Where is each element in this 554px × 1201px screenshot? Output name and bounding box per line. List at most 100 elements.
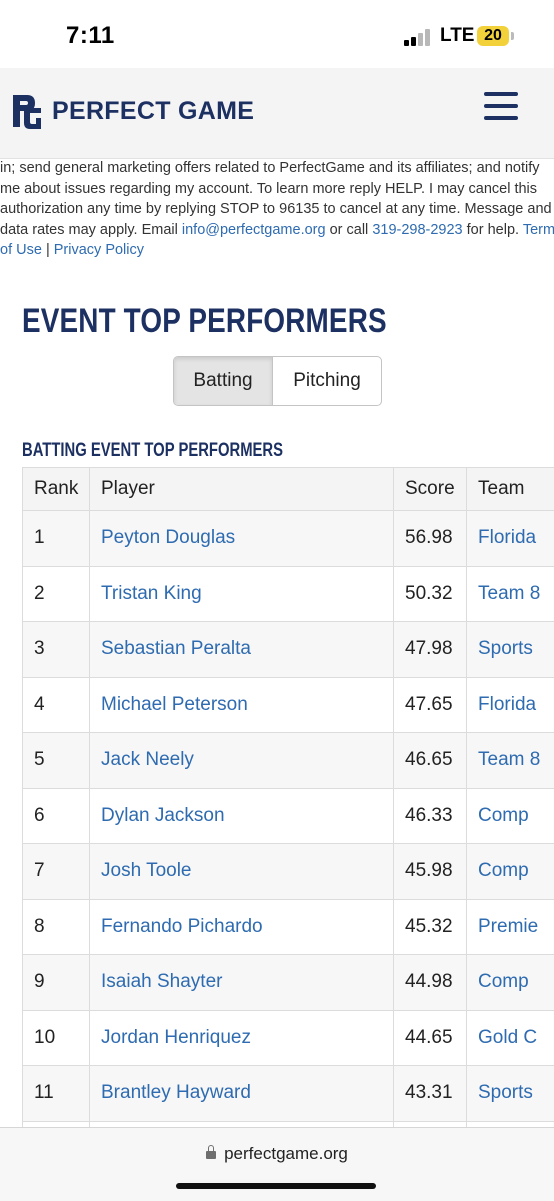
rank-cell: 8 (23, 899, 90, 955)
battery-icon: 20 (477, 26, 509, 46)
team-link[interactable]: Florida (478, 527, 536, 548)
player-link[interactable]: Fernando Pichardo (101, 916, 263, 937)
player-link[interactable]: Jack Neely (101, 749, 194, 770)
phone-link[interactable]: 319-298-2923 (372, 222, 462, 238)
brand-name[interactable]: PERFECT GAME (52, 97, 254, 126)
sms-disclaimer: in; send general marketing offers relate… (0, 158, 554, 261)
team-cell: Sports (467, 1066, 554, 1122)
disclaimer-line: data rates may apply. Email info@perfect… (0, 220, 554, 241)
column-header-team[interactable]: Team (467, 468, 554, 511)
team-link[interactable]: Gold C (478, 1027, 537, 1048)
cellular-signal-icon (404, 28, 434, 46)
table-row: 7 Josh Toole 45.98 Comp (23, 844, 554, 900)
team-link[interactable]: Sports (478, 638, 533, 659)
table-row: 8 Fernando Pichardo 45.32 Premie (23, 899, 554, 955)
player-cell: Isaiah Shayter (90, 955, 394, 1011)
table-row: 6 Dylan Jackson 46.33 Comp (23, 788, 554, 844)
team-cell: Comp (467, 788, 554, 844)
score-cell: 47.98 (394, 622, 467, 678)
player-cell: Sebastian Peralta (90, 622, 394, 678)
batting-tab[interactable]: Batting (174, 357, 273, 405)
score-cell: 45.32 (394, 899, 467, 955)
player-link[interactable]: Sebastian Peralta (101, 638, 251, 659)
team-link[interactable]: Team 8 (478, 583, 540, 604)
player-cell: Josh Toole (90, 844, 394, 900)
terms-of-use-link[interactable]: of Use (0, 242, 42, 258)
score-cell: 43.31 (394, 1066, 467, 1122)
player-link[interactable]: Jordan Henriquez (101, 1027, 251, 1048)
score-cell: 44.98 (394, 955, 467, 1011)
rank-cell: 10 (23, 1010, 90, 1066)
disclaimer-text: or call (326, 222, 373, 238)
team-cell: Sports (467, 622, 554, 678)
browser-bottom-bar: perfectgame.org (0, 1127, 554, 1201)
rank-cell: 3 (23, 622, 90, 678)
email-link[interactable]: info@perfectgame.org (182, 222, 326, 238)
lock-icon (206, 1151, 216, 1159)
disclaimer-line: in; send general marketing offers relate… (0, 158, 554, 179)
player-link[interactable]: Michael Peterson (101, 694, 248, 715)
pitching-tab[interactable]: Pitching (273, 357, 381, 405)
disclaimer-line: of Use | Privacy Policy (0, 240, 554, 261)
site-header: PERFECT GAME (0, 68, 554, 159)
score-cell: 44.65 (394, 1010, 467, 1066)
home-indicator[interactable] (176, 1183, 376, 1189)
score-cell: 50.32 (394, 566, 467, 622)
team-link[interactable]: Sports (478, 1082, 533, 1103)
status-bar: 7:11 LTE 20 (0, 0, 554, 68)
status-time: 7:11 (66, 22, 115, 50)
player-cell: Brantley Hayward (90, 1066, 394, 1122)
link-separator: | (42, 242, 54, 258)
column-header-rank[interactable]: Rank (23, 468, 90, 511)
table-row: 2 Tristan King 50.32 Team 8 (23, 566, 554, 622)
table-header-row: Rank Player Score Team (23, 468, 554, 511)
team-cell: Gold C (467, 1010, 554, 1066)
column-header-player[interactable]: Player (90, 468, 394, 511)
team-cell: Florida (467, 677, 554, 733)
player-link[interactable]: Josh Toole (101, 860, 192, 881)
score-cell: 46.65 (394, 733, 467, 789)
team-link[interactable]: Florida (478, 694, 536, 715)
team-link[interactable]: Comp (478, 971, 529, 992)
page-title: EVENT TOP PERFORMERS (22, 302, 387, 341)
player-link[interactable]: Brantley Hayward (101, 1082, 251, 1103)
battery-nub (511, 32, 514, 40)
rank-cell: 1 (23, 511, 90, 567)
column-header-score[interactable]: Score (394, 468, 467, 511)
team-link[interactable]: Premie (478, 916, 538, 937)
player-cell: Peyton Douglas (90, 511, 394, 567)
player-cell: Jack Neely (90, 733, 394, 789)
table-row: 9 Isaiah Shayter 44.98 Comp (23, 955, 554, 1011)
team-cell: Florida (467, 511, 554, 567)
privacy-policy-link[interactable]: Privacy Policy (54, 242, 144, 258)
table-row: 11 Brantley Hayward 43.31 Sports (23, 1066, 554, 1122)
team-cell: Comp (467, 955, 554, 1011)
address-bar[interactable]: perfectgame.org (0, 1144, 554, 1164)
player-cell: Jordan Henriquez (90, 1010, 394, 1066)
team-cell: Comp (467, 844, 554, 900)
section-subtitle: BATTING EVENT TOP PERFORMERS (22, 440, 283, 462)
team-link[interactable]: Team 8 (478, 749, 540, 770)
address-text: perfectgame.org (224, 1144, 348, 1163)
player-link[interactable]: Isaiah Shayter (101, 971, 222, 992)
terms-of-use-link[interactable]: Terms (523, 222, 554, 238)
rank-cell: 2 (23, 566, 90, 622)
rank-cell: 9 (23, 955, 90, 1011)
player-link[interactable]: Dylan Jackson (101, 805, 225, 826)
table-row: 1 Peyton Douglas 56.98 Florida (23, 511, 554, 567)
disclaimer-line: me about issues regarding my account. To… (0, 179, 554, 200)
player-link[interactable]: Peyton Douglas (101, 527, 235, 548)
team-link[interactable]: Comp (478, 805, 529, 826)
top-performers-table-wrapper[interactable]: Rank Player Score Team 1 Peyton Douglas … (22, 467, 554, 1127)
team-link[interactable]: Comp (478, 860, 529, 881)
player-cell: Fernando Pichardo (90, 899, 394, 955)
pg-logo-icon[interactable] (10, 91, 44, 131)
rank-cell: 5 (23, 733, 90, 789)
performer-type-toggle: Batting Pitching (173, 356, 382, 406)
hamburger-menu-icon[interactable] (484, 92, 518, 120)
network-label: LTE (440, 25, 474, 47)
score-cell: 47.65 (394, 677, 467, 733)
table-row: 5 Jack Neely 46.65 Team 8 (23, 733, 554, 789)
player-link[interactable]: Tristan King (101, 583, 202, 604)
player-cell: Tristan King (90, 566, 394, 622)
